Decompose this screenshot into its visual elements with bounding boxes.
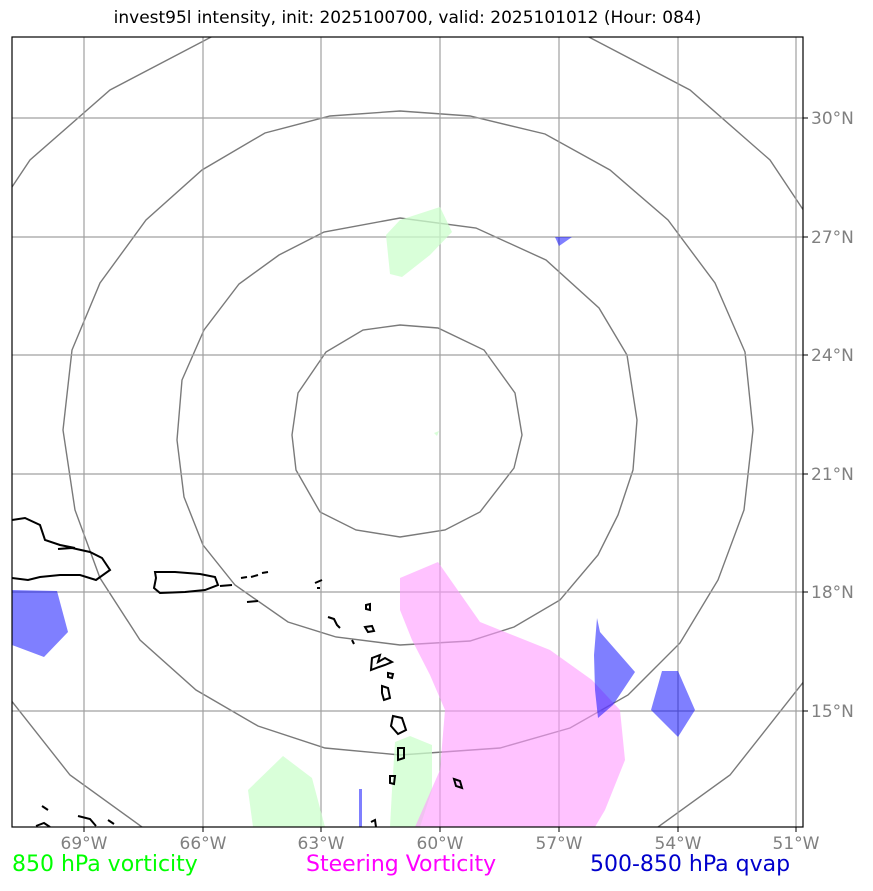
lon-label: 51°W bbox=[773, 834, 820, 854]
lon-label: 69°W bbox=[61, 834, 108, 854]
legend-850-vorticity: 850 hPa vorticity bbox=[12, 852, 198, 877]
virgin-islands-coast bbox=[240, 571, 269, 579]
lon-label: 57°W bbox=[536, 834, 583, 854]
qvap-area-east-1 bbox=[594, 618, 635, 718]
st-vincent-coast bbox=[389, 775, 397, 786]
steering-vorticity-shading bbox=[400, 562, 625, 827]
lon-label: 54°W bbox=[655, 834, 702, 854]
montserrat-coast bbox=[351, 639, 355, 645]
qvap-area-east-2 bbox=[651, 671, 695, 737]
anguilla-coast bbox=[314, 579, 323, 589]
lat-label: 21°N bbox=[811, 465, 854, 485]
tick-marks bbox=[83, 117, 808, 832]
range-ring-1 bbox=[291, 324, 523, 538]
vort850-area-southwest bbox=[248, 756, 325, 827]
barbados-coast bbox=[452, 777, 464, 790]
guadeloupe-coast bbox=[369, 653, 395, 672]
map-frame bbox=[11, 36, 804, 828]
lon-label: 60°W bbox=[417, 834, 464, 854]
puerto-rico-coast bbox=[152, 571, 220, 595]
legend-qvap: 500-850 hPa qvap bbox=[590, 852, 791, 877]
barbuda-coast bbox=[365, 602, 371, 612]
longitude-labels: 69°W 66°W 63°W 60°W 57°W 54°W 51°W bbox=[61, 834, 820, 854]
hispaniola-coast bbox=[12, 516, 112, 582]
vorticity-850-shading bbox=[248, 207, 452, 827]
coastlines bbox=[12, 516, 464, 827]
qvap-area-south bbox=[359, 789, 362, 827]
antigua-coast bbox=[363, 624, 376, 634]
qvap-area-west bbox=[12, 590, 68, 657]
marie-galante-coast bbox=[387, 671, 395, 680]
lat-label: 18°N bbox=[811, 583, 854, 603]
martinique-coast bbox=[389, 714, 408, 736]
latitude-labels: 30°N 27°N 24°N 21°N 18°N 15°N bbox=[811, 109, 854, 722]
lon-label: 66°W bbox=[180, 834, 227, 854]
lat-label: 15°N bbox=[811, 702, 854, 722]
qvap-shading bbox=[12, 237, 695, 827]
lon-label: 63°W bbox=[298, 834, 345, 854]
grenadines-coast bbox=[370, 818, 377, 827]
vort850-speck bbox=[434, 431, 439, 436]
lat-label: 24°N bbox=[811, 346, 854, 366]
dominica-coast bbox=[381, 684, 392, 702]
curacao-coast bbox=[35, 805, 115, 827]
steering-vort-area bbox=[400, 562, 625, 827]
vort850-area-north bbox=[386, 207, 452, 277]
lat-label: 27°N bbox=[811, 228, 854, 248]
range-ring-3 bbox=[62, 110, 754, 756]
st-croix-coast bbox=[246, 600, 259, 603]
qvap-area-north bbox=[555, 237, 572, 246]
st-lucia-coast bbox=[397, 747, 405, 762]
st-kitts-coast bbox=[327, 616, 341, 629]
lat-label: 30°N bbox=[811, 109, 854, 129]
legend-steering-vorticity: Steering Vorticity bbox=[306, 852, 497, 877]
vieques-coast bbox=[219, 584, 233, 587]
map-title: invest95l intensity, init: 2025100700, v… bbox=[113, 8, 702, 28]
